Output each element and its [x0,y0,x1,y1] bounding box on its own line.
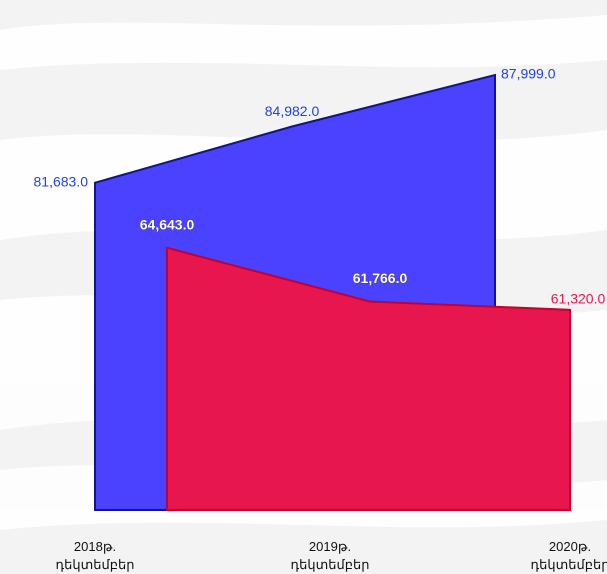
x-tick-label: 2018թ. դեկտեմբեր [55,539,135,572]
data-label: 64,643.0 [140,217,195,233]
data-label: 61,766.0 [353,270,408,286]
x-tick-label: 2020թ. դեկտեմբեր [530,539,607,572]
data-label: 61,320.0 [551,291,606,307]
area [166,246,571,511]
x-tick-label: 2019թ. դեկտեմբեր [290,539,370,572]
data-label: 84,982.0 [265,103,320,119]
data-label: 81,683.0 [34,173,89,189]
data-label: 87,999.0 [501,66,556,82]
